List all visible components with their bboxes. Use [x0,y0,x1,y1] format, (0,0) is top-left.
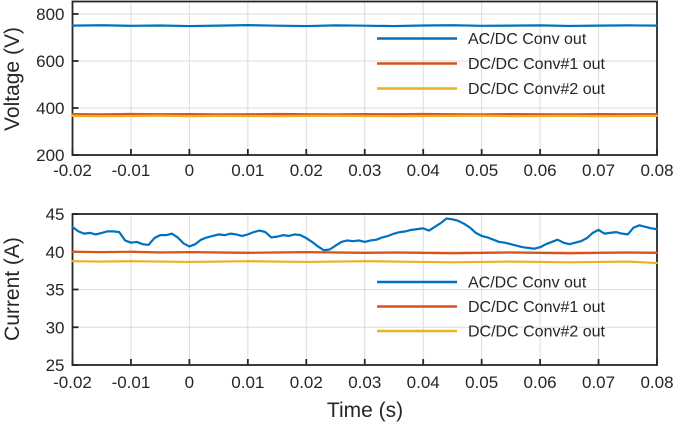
current-chart-xtick-label: 0.02 [290,373,323,392]
voltage-chart-tick-labels: -0.02 -0.01 0 0.01 0.02 0.03 0.04 0.05 0.06 0.07 0… [36,5,673,180]
voltage-chart-xtick-label: 0.03 [348,161,381,180]
voltage-chart-xtick-label: 0.07 [582,161,615,180]
current-chart-xtick-label: 0.08 [640,373,673,392]
voltage-chart-xtick-label: -0.02 [53,161,92,180]
voltage-chart-xtick-label: 0.02 [290,161,323,180]
series-line-ac-dc-conv-out [71,217,659,252]
current-chart-xtick-label: 0.06 [524,373,557,392]
current-chart-ytick-label: 40 [46,243,65,262]
current-chart-ytick-label: 30 [46,318,65,337]
voltage-chart-tick-marks [71,13,658,156]
current-axis-label: Current (A) [1,237,24,341]
voltage-chart-xtick-label: 0.01 [231,161,264,180]
time-axis-label: Time (s) [326,399,404,422]
legend-label-dc-dc-conv-1-out: DC/DC Conv#1 out [468,56,606,73]
voltage-chart-xtick-label: -0.01 [112,161,151,180]
current-chart-ytick-label: 45 [46,205,65,224]
current-chart-xtick-label: -0.02 [53,373,92,392]
current-chart-xtick-label: 0.05 [465,373,498,392]
voltage-chart-xtick-label: 0.04 [407,161,440,180]
current-chart-xtick-label: 0.07 [582,373,615,392]
current-chart-xtick-label: 0.01 [231,373,264,392]
series-line-dc-dc-conv-2-out [71,260,659,265]
voltage-chart-xtick-label: 0.08 [640,161,673,180]
voltage-chart-ytick-label: 200 [36,146,64,165]
voltage-chart-ytick-label: 600 [36,52,64,71]
voltage-chart-ytick-label: 400 [36,99,64,118]
current-chart: -0.02 -0.01 0 0.01 0.02 0.03 0.04 0.05 0.06 0.07 0… [46,205,674,392]
voltage-chart-legend: AC/DC Conv out DC/DC Conv#1 out DC/DC Conv… [377,31,606,98]
series-line-dc-dc-conv-1-out [71,250,659,255]
legend-label-dc-dc-conv-2-out: DC/DC Conv#2 out [468,324,606,341]
voltage-chart-ytick-label: 800 [36,5,64,24]
current-chart-xtick-label: 0.03 [348,373,381,392]
current-chart-tick-marks [71,213,658,366]
voltage-chart: -0.02 -0.01 0 0.01 0.02 0.03 0.04 0.05 0.06 0.07 0… [36,0,674,180]
current-chart-xtick-label: 0 [185,373,194,392]
legend-label-dc-dc-conv-2-out: DC/DC Conv#2 out [468,81,606,98]
voltage-chart-xtick-label: 0.06 [524,161,557,180]
series-line-ac-dc-conv-out [71,24,659,28]
current-chart-xtick-label: 0.04 [407,373,440,392]
legend-label-dc-dc-conv-1-out: DC/DC Conv#1 out [468,299,606,316]
current-chart-ytick-label: 35 [46,281,65,300]
current-chart-ytick-label: 25 [46,356,65,375]
current-chart-legend: AC/DC Conv out DC/DC Conv#1 out DC/DC Conv… [377,275,606,341]
legend-label-ac-dc-conv-out: AC/DC Conv out [468,31,587,48]
legend-label-ac-dc-conv-out: AC/DC Conv out [468,275,587,292]
current-chart-xtick-label: -0.01 [112,373,151,392]
voltage-axis-label: Voltage (V) [1,27,24,131]
voltage-chart-xtick-label: 0.05 [465,161,498,180]
current-chart-tick-labels: -0.02 -0.01 0 0.01 0.02 0.03 0.04 0.05 0.06 0.07 0… [46,205,674,392]
voltage-chart-xtick-label: 0 [185,161,194,180]
